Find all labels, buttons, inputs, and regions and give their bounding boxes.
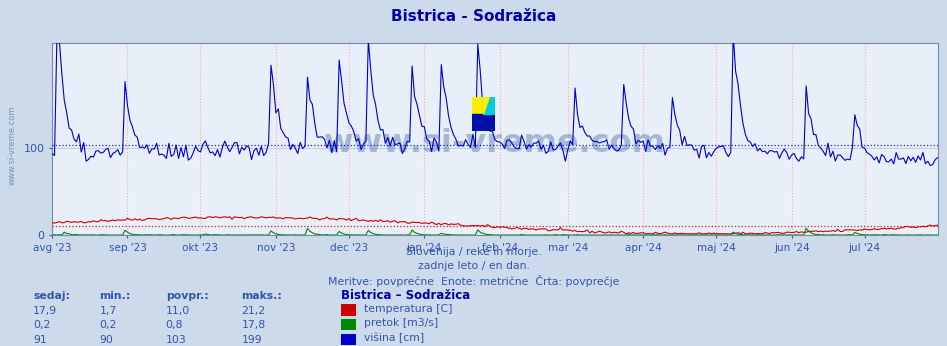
Polygon shape — [484, 97, 495, 114]
Text: 0,8: 0,8 — [166, 320, 183, 330]
Text: Meritve: povprečne  Enote: metrične  Črta: povprečje: Meritve: povprečne Enote: metrične Črta:… — [328, 275, 619, 287]
Text: Bistrica – Sodražica: Bistrica – Sodražica — [341, 289, 470, 302]
Text: 11,0: 11,0 — [166, 306, 190, 316]
Text: 90: 90 — [99, 335, 114, 345]
Text: 103: 103 — [166, 335, 187, 345]
Text: pretok [m3/s]: pretok [m3/s] — [364, 318, 438, 328]
Text: temperatura [C]: temperatura [C] — [364, 304, 452, 314]
Text: www.si-vreme.com: www.si-vreme.com — [324, 128, 666, 158]
Text: zadnje leto / en dan.: zadnje leto / en dan. — [418, 261, 529, 271]
Text: 17,8: 17,8 — [241, 320, 265, 330]
Text: povpr.:: povpr.: — [166, 291, 208, 301]
Text: min.:: min.: — [99, 291, 131, 301]
Text: maks.:: maks.: — [241, 291, 282, 301]
Polygon shape — [484, 97, 490, 114]
Text: 0,2: 0,2 — [99, 320, 116, 330]
Text: 91: 91 — [33, 335, 47, 345]
Text: www.si-vreme.com: www.si-vreme.com — [8, 106, 17, 185]
Text: 17,9: 17,9 — [33, 306, 57, 316]
Text: 199: 199 — [241, 335, 262, 345]
Bar — [472, 97, 484, 114]
Text: višina [cm]: višina [cm] — [364, 333, 424, 343]
Bar — [484, 97, 495, 114]
Text: 21,2: 21,2 — [241, 306, 265, 316]
Text: Bistrica - Sodražica: Bistrica - Sodražica — [391, 9, 556, 24]
Text: Slovenija / reke in morje.: Slovenija / reke in morje. — [405, 247, 542, 257]
Text: 1,7: 1,7 — [99, 306, 116, 316]
Bar — [472, 114, 495, 131]
Text: sedaj:: sedaj: — [33, 291, 70, 301]
Text: 0,2: 0,2 — [33, 320, 50, 330]
